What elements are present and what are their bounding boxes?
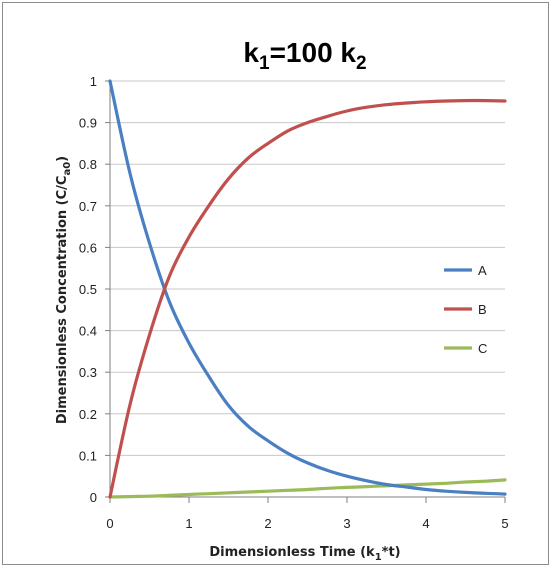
axes <box>105 80 506 503</box>
x-tick-labels: 0 1 2 3 4 5 <box>106 516 508 531</box>
chart-frame <box>2 2 549 565</box>
x-tick-label: 1 <box>185 516 192 531</box>
series-line-a <box>108 79 507 496</box>
series-lines <box>108 79 507 499</box>
x-tick-label: 2 <box>264 516 271 531</box>
y-tick-label: 0.2 <box>79 407 97 422</box>
gridlines <box>110 80 505 456</box>
legend: A B C <box>444 263 487 356</box>
legend-label-b: B <box>478 302 487 317</box>
y-axis-title: Dimensionless Concentration (C/Ca0) <box>55 156 73 424</box>
y-tick-label: 0.7 <box>79 199 97 214</box>
y-tick-label: 1 <box>90 74 97 89</box>
y-tick-label: 0.1 <box>79 448 97 463</box>
legend-label-c: C <box>478 341 487 356</box>
series-line-c <box>108 478 507 499</box>
x-axis-title: Dimensionless Time (k1*t) <box>209 545 400 563</box>
legend-label-a: A <box>478 263 487 278</box>
y-tick-label: 0.8 <box>79 157 97 172</box>
y-tick-label: 0.5 <box>79 282 97 297</box>
x-tick-label: 3 <box>343 516 350 531</box>
y-tick-label: 0.4 <box>79 324 97 339</box>
y-tick-label: 0.9 <box>79 116 97 131</box>
x-tick-label: 0 <box>106 516 113 531</box>
y-tick-labels: 0 0.1 0.2 0.3 0.4 0.5 0.6 0.7 0.8 0.9 1 <box>79 74 97 505</box>
chart-title: k1=100 k2 <box>243 37 366 74</box>
series-line-b <box>108 98 507 499</box>
y-tick-label: 0.3 <box>79 365 97 380</box>
y-tick-label: 0 <box>90 490 97 505</box>
y-tick-label: 0.6 <box>79 240 97 255</box>
x-tick-label: 5 <box>501 516 508 531</box>
x-tick-label: 4 <box>422 516 429 531</box>
